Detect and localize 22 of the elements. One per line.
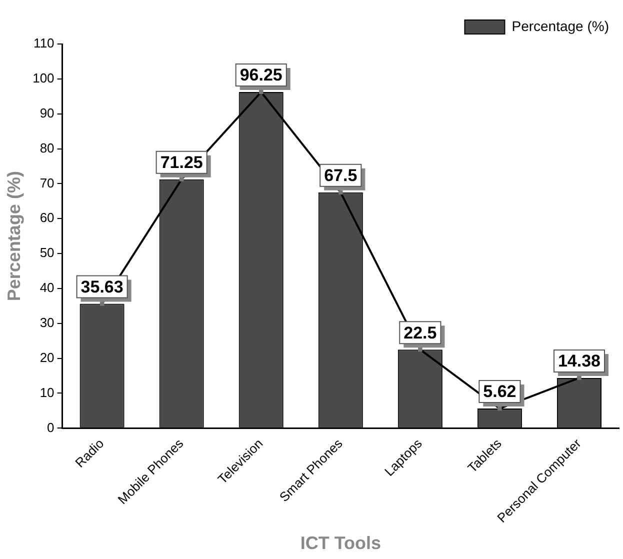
x-axis-title: ICT Tools <box>300 533 381 554</box>
y-tick-label: 60 <box>40 210 54 226</box>
data-label: 5.62 <box>483 382 516 402</box>
y-tick-label: 50 <box>40 245 54 260</box>
y-tick-label: 40 <box>40 280 54 296</box>
y-tick-label: 90 <box>40 105 54 120</box>
y-tick-label: 10 <box>40 384 54 400</box>
data-label: 35.63 <box>80 277 124 296</box>
data-label: 22.5 <box>404 323 437 342</box>
data-label: 71.25 <box>160 153 203 172</box>
y-tick-label: 0 <box>47 420 54 435</box>
legend-label: Percentage (%) <box>512 18 610 34</box>
data-label: 14.38 <box>558 352 601 371</box>
y-axis-title: Percentage (%) <box>4 171 24 302</box>
y-tick-label: 110 <box>34 36 54 51</box>
data-label: 96.25 <box>240 66 282 85</box>
y-tick-label: 100 <box>32 70 54 86</box>
y-tick-label: 80 <box>40 140 54 156</box>
data-label: 67.5 <box>324 166 358 186</box>
y-tick-label: 70 <box>40 175 54 190</box>
y-tick-label: 30 <box>40 314 54 330</box>
y-tick-label: 20 <box>40 350 54 365</box>
